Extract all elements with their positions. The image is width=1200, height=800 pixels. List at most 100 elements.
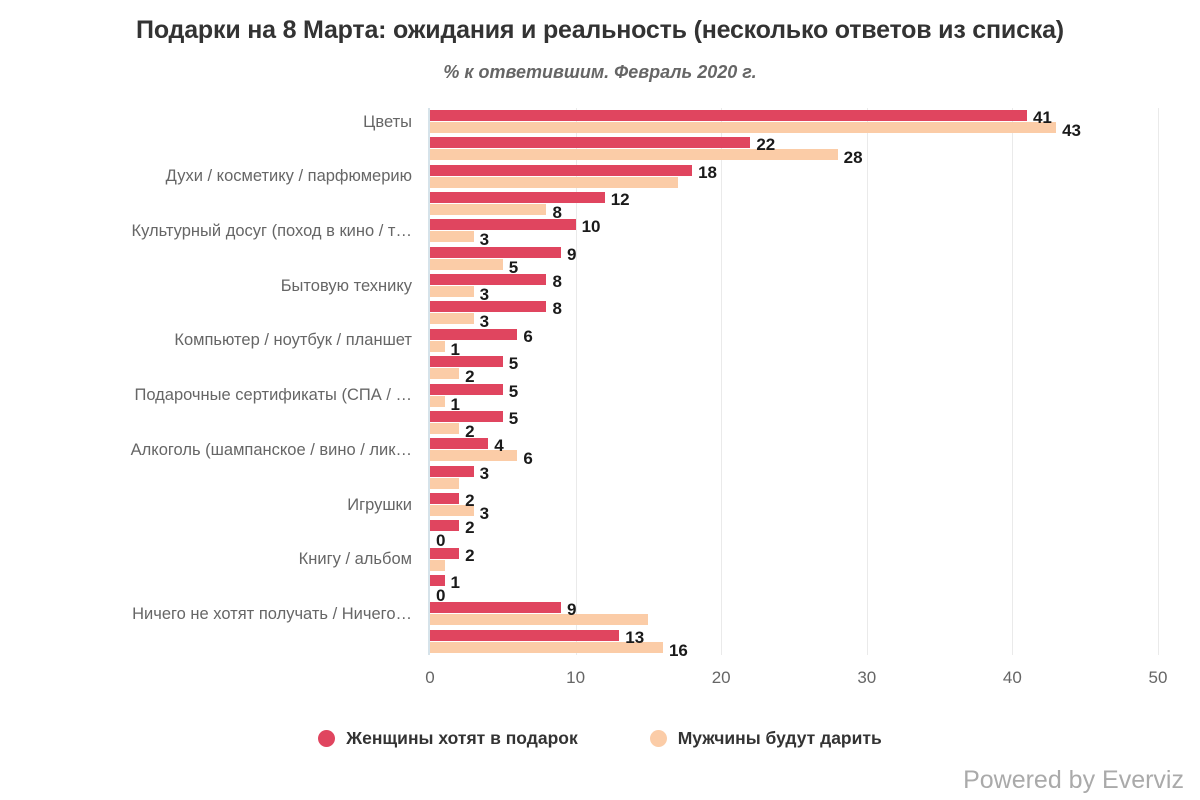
bar-men[interactable] [430, 614, 649, 626]
bar-men[interactable] [430, 258, 503, 270]
data-label-women: 5 [508, 381, 519, 401]
bar-men[interactable] [430, 176, 678, 188]
data-label-men: 16 [668, 640, 688, 660]
data-label-women: 10 [581, 217, 601, 237]
data-label-men: 2 [465, 421, 475, 441]
bar-women[interactable] [430, 410, 503, 422]
category-label: Компьютер / ноутбук / планшет [174, 331, 412, 350]
data-label-men: 28 [843, 148, 863, 168]
bar-women[interactable] [430, 274, 547, 286]
data-label-men: 3 [479, 503, 490, 523]
data-label-women: 8 [552, 299, 562, 319]
bar-men[interactable] [430, 149, 838, 161]
legend-swatch-icon [649, 730, 667, 747]
gridline-40 [1012, 108, 1014, 655]
legend-swatch-icon [318, 730, 336, 747]
data-label-women: 8 [552, 272, 562, 292]
bar-women[interactable] [430, 110, 1027, 121]
data-label-women: 3 [479, 463, 490, 483]
bar-men[interactable] [430, 204, 547, 216]
category-label: Игрушки [347, 495, 412, 514]
y-axis-line [428, 108, 430, 655]
gridline-50 [1158, 108, 1159, 655]
data-label-men: 1 [450, 394, 461, 414]
data-label-men: 3 [479, 285, 490, 305]
bar-men[interactable] [430, 313, 474, 325]
data-label-men: 8 [552, 203, 562, 223]
bar-men[interactable] [430, 422, 460, 434]
data-label-women: 5 [508, 354, 519, 374]
x-tick-40: 40 [1002, 668, 1022, 687]
data-label-men: 3 [479, 230, 490, 250]
bar-women[interactable] [430, 328, 518, 340]
data-label-women: 2 [465, 490, 475, 510]
data-label-men: 43 [1062, 121, 1081, 140]
data-label-women: 18 [698, 162, 717, 182]
data-label-women: 9 [567, 600, 577, 620]
data-label-men: 0 [436, 531, 446, 551]
category-label: Духи / косметику / парфюмерию [165, 167, 412, 186]
bar-women[interactable] [430, 465, 474, 477]
bar-men[interactable] [430, 559, 445, 571]
bar-women[interactable] [430, 301, 547, 313]
bar-men[interactable] [430, 477, 460, 489]
data-label-women: 9 [567, 244, 577, 264]
x-tick-30: 30 [857, 668, 877, 687]
bar-men[interactable] [430, 450, 518, 462]
bar-women[interactable] [430, 383, 503, 395]
legend-item-0[interactable]: Женщины хотят в подарок [318, 728, 578, 749]
bar-men[interactable] [430, 504, 474, 516]
everviz-credit[interactable]: Powered by Everviz [963, 766, 1184, 794]
x-tick-50: 50 [1148, 668, 1168, 687]
gridline-10 [575, 108, 577, 655]
bar-women[interactable] [430, 629, 620, 641]
bar-series-area: 41 43 22 28 18 12 8 10 3 9 5 8 3 8 3 6 1 5 2 5 1 5 2 4 6 3 2 3 2 0 2 1 0… [430, 108, 1200, 659]
x-tick-0: 0 [425, 668, 435, 687]
bar-women[interactable] [430, 492, 460, 504]
bar-women[interactable] [430, 192, 605, 204]
bar-men[interactable] [430, 395, 445, 407]
bar-women[interactable] [430, 574, 445, 586]
data-label-men: 0 [436, 585, 446, 605]
bar-women[interactable] [430, 602, 562, 614]
legend-item-1[interactable]: Мужчины будут дарить [649, 728, 882, 749]
data-label-women: 41 [1032, 108, 1052, 127]
bar-men[interactable] [430, 122, 1057, 133]
category-label: Ничего не хотят получать / Ничего… [132, 604, 412, 623]
data-label-men: 2 [465, 367, 475, 387]
gridline-20 [721, 108, 723, 655]
bar-men[interactable] [430, 368, 460, 380]
bar-women[interactable] [430, 520, 460, 532]
bar-women[interactable] [430, 137, 751, 149]
category-label: Подарочные сертификаты (СПА / … [134, 386, 412, 405]
bar-women[interactable] [430, 438, 489, 450]
data-label-women: 5 [508, 408, 519, 428]
bar-men[interactable] [430, 641, 663, 653]
category-label: Алкоголь (шампанское / вино / лик… [130, 440, 412, 459]
data-label-women: 22 [756, 135, 776, 155]
legend-label: Мужчины будут дарить [677, 728, 882, 748]
data-label-women: 13 [625, 627, 645, 647]
bar-women[interactable] [430, 219, 576, 231]
category-label: Цветы [363, 112, 412, 131]
bar-men[interactable] [430, 231, 474, 243]
bar-men[interactable] [430, 340, 445, 352]
data-label-women: 1 [450, 572, 461, 592]
data-label-men: 3 [479, 312, 490, 332]
category-axis-labels: Цветы Духи / косметику / парфюмерию Культу… [0, 108, 412, 655]
data-label-women: 2 [465, 518, 475, 538]
data-label-men: 1 [450, 339, 461, 359]
chart-subtitle: % к ответившим. Февраль 2020 г. [443, 62, 757, 82]
bar-women[interactable] [430, 547, 460, 559]
category-label: Бытовую технику [280, 276, 412, 295]
data-label-women: 4 [494, 436, 504, 456]
legend-label: Женщины хотят в подарок [346, 728, 578, 748]
data-label-men: 6 [523, 449, 533, 469]
data-label-women: 2 [465, 545, 475, 565]
bar-women[interactable] [430, 356, 503, 368]
bar-women[interactable] [430, 164, 693, 176]
bar-men[interactable] [430, 286, 474, 298]
data-label-women: 6 [523, 326, 533, 346]
bar-women[interactable] [430, 246, 562, 258]
